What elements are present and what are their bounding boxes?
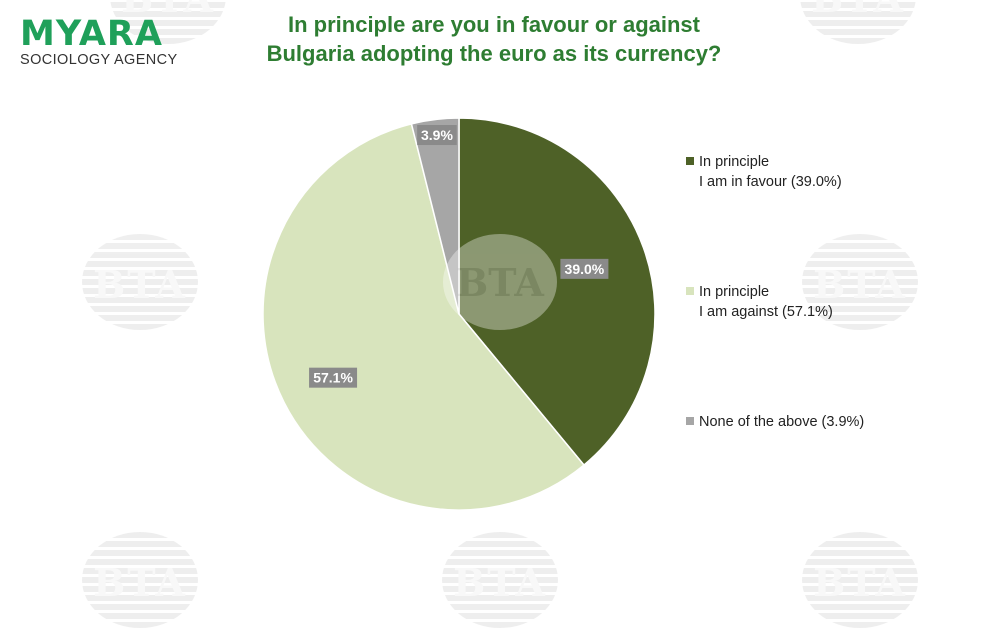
watermark-text: BTA (93, 560, 187, 605)
data-label-text: 39.0% (565, 261, 605, 277)
legend-label-line: In principle (699, 154, 770, 170)
watermark: BTA (802, 234, 918, 330)
data-label-text: 3.9% (421, 127, 453, 143)
chart-title-line: In principle are you in favour or agains… (288, 12, 700, 37)
data-label-favour: 39.0% (560, 258, 609, 279)
watermark-text: BTA (813, 262, 907, 307)
data-label-none: 3.9% (417, 125, 457, 146)
legend-swatch (686, 157, 694, 165)
center-watermark-text: BTA (456, 260, 544, 305)
pie-slice-favour (458, 117, 656, 467)
data-label-background (560, 258, 609, 279)
legend-label-line: In principle (699, 284, 770, 300)
legend-label: In principle I am against (57.1%) (699, 282, 833, 322)
watermark-text: BTA (93, 262, 187, 307)
legend-label-line: I am in favour (39.0%) (699, 174, 842, 190)
watermark-text: BTA (110, 0, 226, 21)
watermark-text: BTA (453, 560, 547, 605)
legend-label: None of the above (3.9%) (699, 412, 864, 432)
logo: MYARA SOCIOLOGY AGENCY (20, 16, 178, 68)
legend-label-line: I am against (57.1%) (699, 304, 833, 320)
data-label-background (309, 367, 358, 388)
logo-subtitle: SOCIOLOGY AGENCY (20, 52, 178, 68)
watermark-text: BTA (813, 560, 907, 605)
legend-swatch (686, 417, 694, 425)
legend-label-line: None of the above (3.9%) (699, 414, 865, 430)
data-label-against: 57.1% (309, 367, 358, 388)
logo-name: MYARA (20, 14, 163, 54)
pie-chart: BTA 39.0% 57.1% 3.9% (262, 117, 656, 511)
chart-title-line: Bulgaria adopting the euro as its curren… (266, 41, 722, 66)
pie-slice-none (410, 117, 460, 315)
data-label-text: 57.1% (313, 370, 353, 386)
center-watermark: BTA (443, 234, 557, 330)
watermark: BTA (82, 234, 198, 330)
legend-label: In principle I am in favour (39.0%) (699, 152, 842, 192)
data-label-background (417, 125, 457, 146)
watermark-text: BTA (800, 0, 916, 21)
pie-slice-against (262, 122, 585, 511)
legend-swatch (686, 287, 694, 295)
chart-title: In principle are you in favour or agains… (220, 10, 768, 68)
